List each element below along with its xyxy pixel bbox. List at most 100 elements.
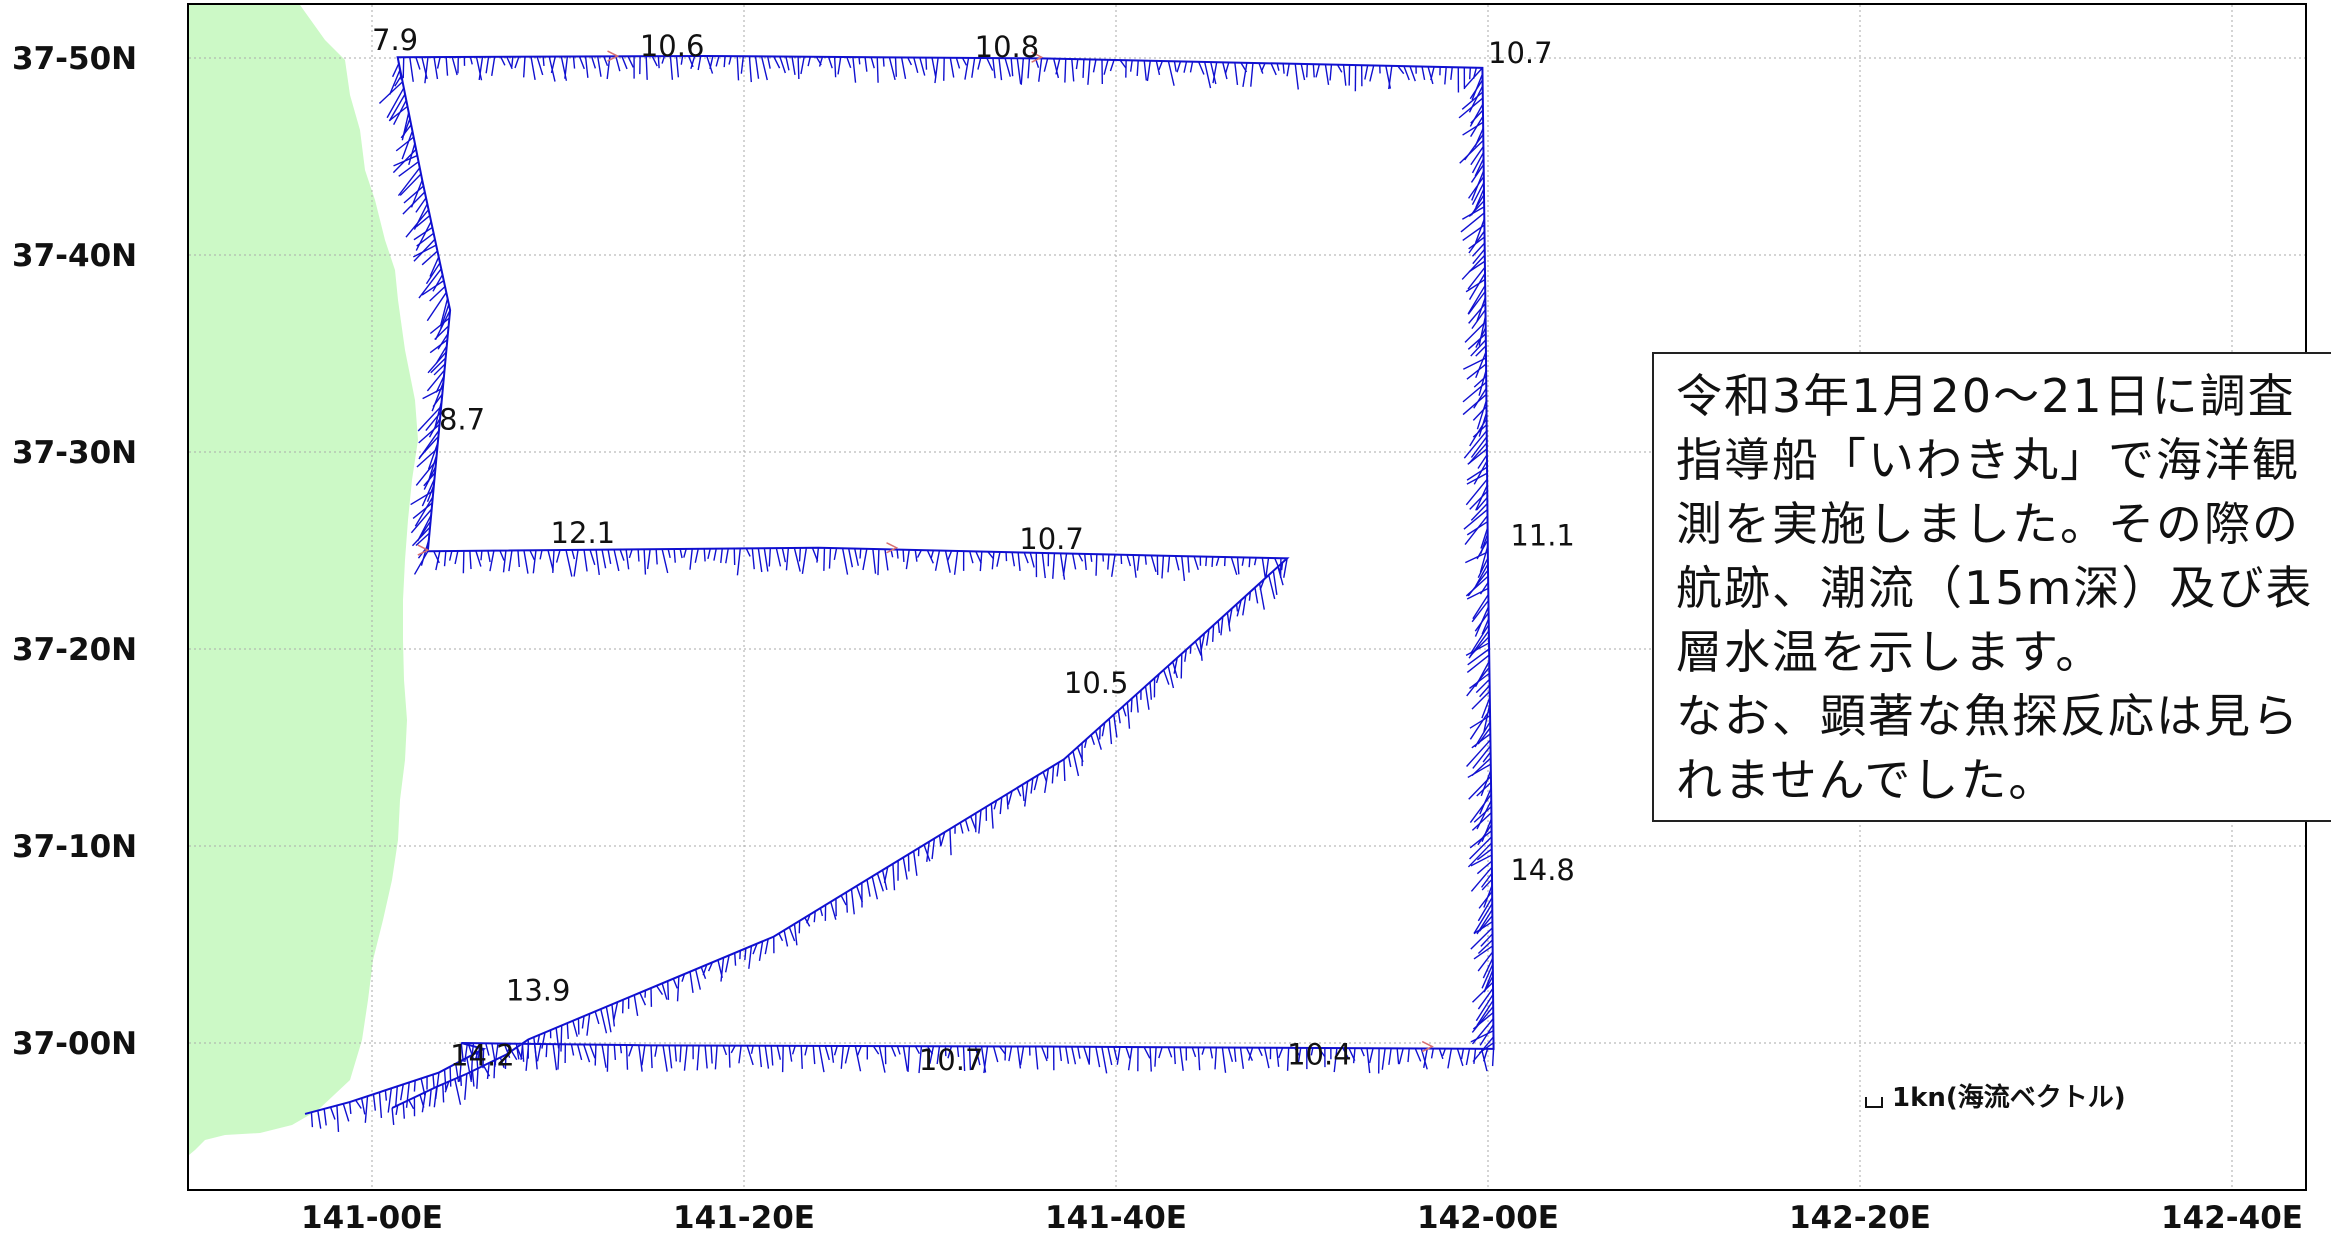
current-vector — [491, 56, 496, 76]
current-vector — [1469, 490, 1488, 510]
current-vector — [485, 1043, 490, 1056]
current-vector — [791, 56, 796, 76]
current-vector — [1476, 400, 1488, 430]
current-vector — [968, 1046, 972, 1071]
current-vector — [641, 1045, 646, 1066]
current-vector — [420, 520, 432, 536]
current-vector — [1236, 557, 1240, 575]
lon-axis-label: 142-20E — [1789, 1200, 1931, 1236]
current-vector — [388, 93, 406, 122]
current-vector — [1398, 1048, 1404, 1065]
current-vector — [697, 55, 702, 71]
info-line: 令和3年1月20～21日に調査 — [1676, 369, 2296, 423]
current-vector — [469, 550, 472, 570]
current-vector — [439, 298, 449, 327]
current-vector — [1465, 278, 1486, 293]
current-vector — [714, 1045, 718, 1070]
current-vector — [601, 549, 607, 569]
current-vector — [1461, 91, 1484, 110]
info-line: 航跡、潮流（15m深）及び表 — [1676, 561, 2314, 615]
current-vector — [1462, 381, 1487, 403]
current-vector — [683, 1045, 688, 1071]
current-vector — [1470, 1030, 1494, 1043]
current-vector — [1468, 273, 1486, 300]
current-vector — [1155, 673, 1160, 684]
current-vector — [428, 418, 441, 438]
current-vector — [1470, 109, 1484, 124]
current-vector — [530, 56, 536, 80]
current-vector — [386, 87, 405, 119]
current-vector — [1342, 64, 1347, 86]
current-vector — [1469, 709, 1491, 740]
lat-axis-label: 37-20N — [12, 632, 137, 668]
current-vector — [1469, 103, 1484, 127]
current-vector — [1460, 212, 1485, 233]
current-vector — [847, 548, 854, 568]
current-vector — [964, 819, 970, 832]
current-vector — [1071, 553, 1077, 570]
current-vector — [713, 548, 717, 561]
current-vector — [785, 547, 790, 571]
current-vector — [510, 1050, 518, 1061]
current-vector — [1187, 556, 1190, 573]
current-vector — [971, 57, 976, 78]
current-vector — [1472, 981, 1494, 1003]
current-vector — [1257, 1047, 1263, 1057]
current-vector — [1173, 61, 1177, 72]
current-vector — [837, 56, 842, 75]
current-vector — [757, 548, 763, 573]
current-vector — [1102, 554, 1105, 562]
current-vector — [1476, 781, 1492, 797]
current-vector — [426, 484, 435, 502]
current-vector — [514, 56, 520, 69]
current-vector — [1381, 1048, 1386, 1070]
track-direction-arrow-icon — [886, 542, 899, 554]
current-vector — [570, 1044, 575, 1056]
current-vector — [499, 1057, 505, 1069]
current-vector — [434, 400, 443, 428]
current-vector — [1191, 1047, 1197, 1058]
current-vector — [793, 923, 798, 946]
info-line: 測を実施しました。その際の — [1676, 497, 2300, 551]
current-vector — [1467, 763, 1492, 779]
current-vector — [1477, 897, 1493, 922]
current-vector — [768, 548, 772, 567]
current-vector — [401, 112, 410, 141]
info-line: 層水温を示します。 — [1676, 625, 2104, 679]
current-vector — [913, 57, 919, 74]
current-vector — [1126, 554, 1132, 567]
current-vector — [443, 551, 447, 567]
current-vector — [1136, 60, 1139, 76]
current-vector — [707, 548, 711, 560]
current-vector — [788, 926, 796, 942]
current-vector — [1388, 65, 1393, 90]
current-vector — [1456, 1048, 1464, 1067]
current-vector — [845, 892, 848, 913]
current-vector — [1310, 1047, 1314, 1056]
current-vector — [628, 1044, 634, 1057]
current-vector — [1019, 1046, 1025, 1066]
current-vector — [1268, 574, 1276, 600]
current-vector — [584, 56, 589, 78]
current-vector — [601, 1044, 607, 1068]
current-vector — [1469, 636, 1490, 657]
current-vector — [416, 448, 438, 468]
current-vector — [613, 1044, 617, 1061]
temperature-label: 10.6 — [640, 29, 705, 63]
current-vector — [1471, 1006, 1494, 1033]
current-vector — [1388, 1048, 1392, 1065]
current-vector — [395, 1086, 398, 1107]
current-vector — [841, 548, 849, 575]
current-vector — [1211, 625, 1215, 642]
current-vector — [1467, 648, 1490, 666]
current-vector — [1442, 1048, 1447, 1057]
current-vector — [1270, 63, 1277, 76]
temperature-label: 14.8 — [1510, 853, 1575, 887]
current-vector — [1477, 987, 1494, 1010]
current-vector — [1482, 751, 1492, 763]
current-vector — [1466, 472, 1488, 485]
current-vector — [603, 56, 609, 67]
current-vector — [1470, 339, 1487, 357]
current-vector — [1430, 66, 1435, 81]
current-vector — [1055, 58, 1061, 75]
